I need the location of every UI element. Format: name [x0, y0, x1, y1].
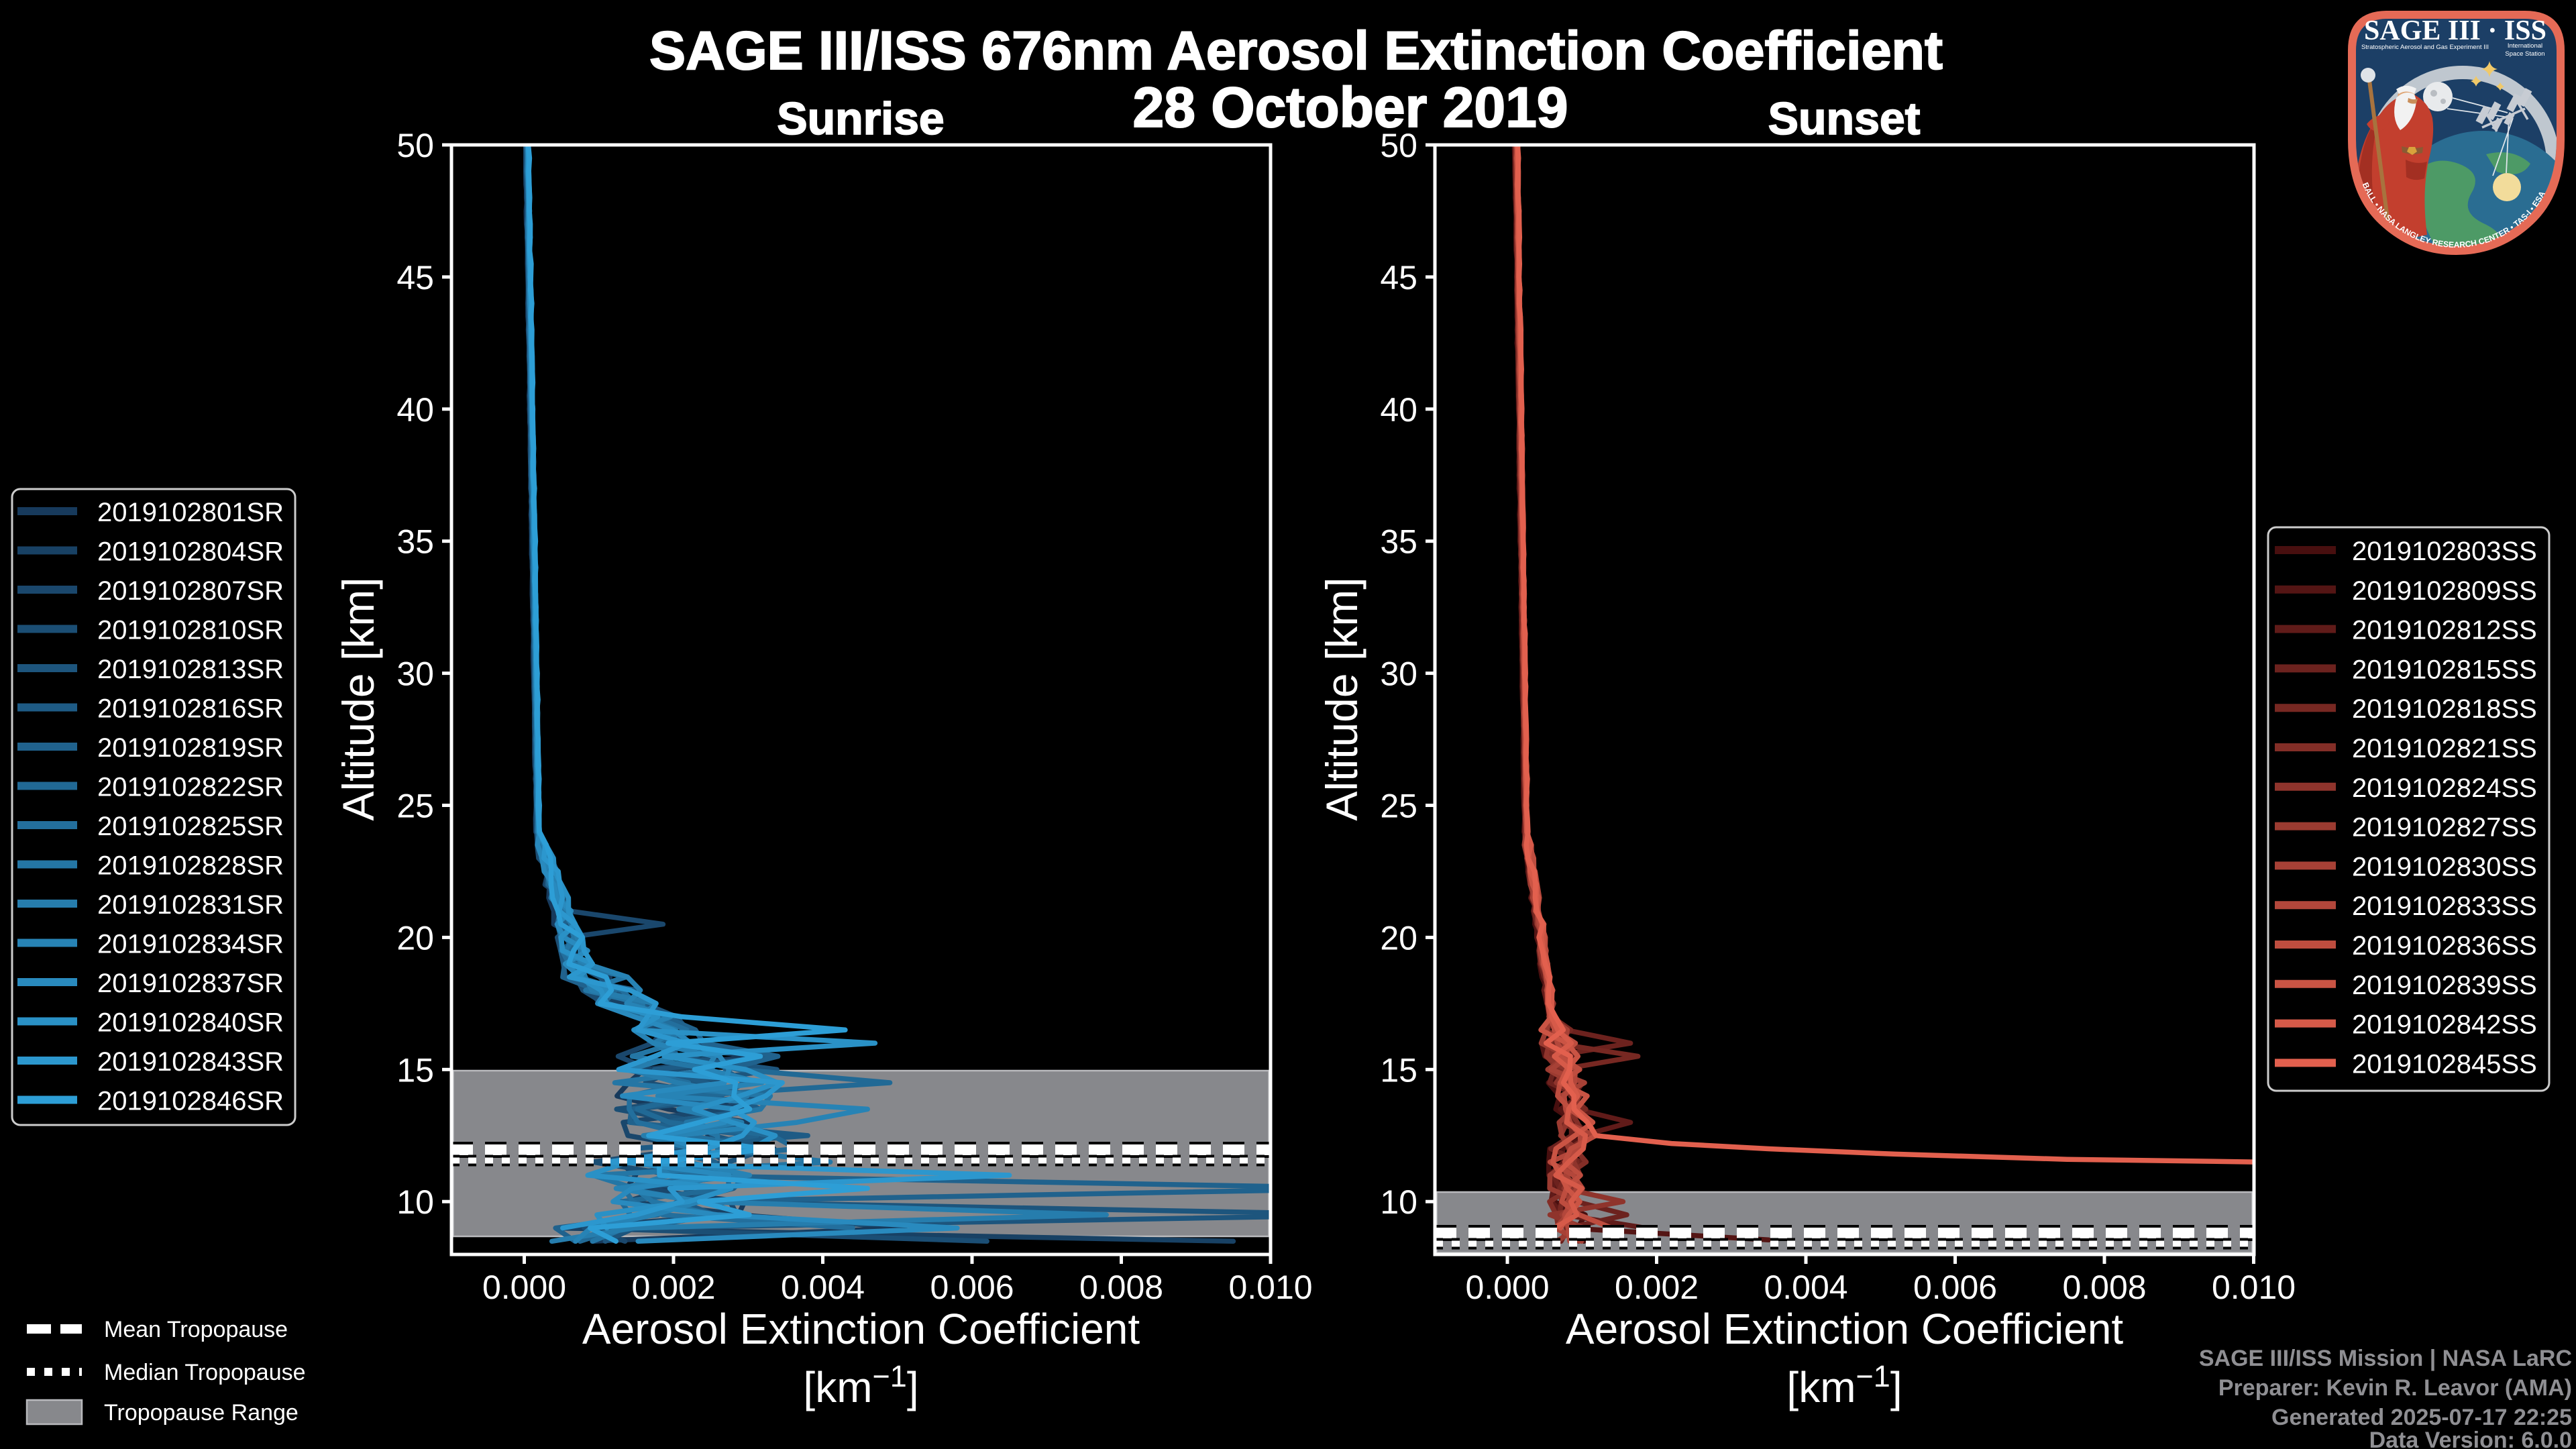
- svg-text:Space Station: Space Station: [2505, 50, 2544, 58]
- svg-text:2019102801SR: 2019102801SR: [97, 498, 284, 527]
- svg-text:2019102819SR: 2019102819SR: [97, 733, 284, 763]
- svg-text:Median Tropopause: Median Tropopause: [104, 1360, 306, 1385]
- svg-text:Sunset: Sunset: [1768, 93, 1921, 144]
- svg-text:Data Version: 6.0.0: Data Version: 6.0.0: [2369, 1428, 2572, 1449]
- svg-text:50: 50: [1380, 127, 1417, 164]
- svg-text:2019102836SS: 2019102836SS: [2352, 931, 2537, 961]
- svg-text:2019102842SS: 2019102842SS: [2352, 1010, 2537, 1040]
- svg-text:2019102827SS: 2019102827SS: [2352, 813, 2537, 843]
- svg-text:2019102840SR: 2019102840SR: [97, 1008, 284, 1038]
- svg-text:2019102822SR: 2019102822SR: [97, 773, 284, 802]
- svg-text:2019102839SS: 2019102839SS: [2352, 971, 2537, 1000]
- svg-text:2019102810SR: 2019102810SR: [97, 616, 284, 645]
- svg-text:Aerosol Extinction Coefficient: Aerosol Extinction Coefficient: [582, 1305, 1140, 1353]
- svg-text:10: 10: [1380, 1183, 1417, 1221]
- svg-text:2019102845SS: 2019102845SS: [2352, 1049, 2537, 1079]
- svg-text:Generated 2025-07-17 22:25: Generated 2025-07-17 22:25: [2271, 1405, 2572, 1430]
- svg-text:2019102807SR: 2019102807SR: [97, 576, 284, 606]
- svg-text:2019102818SS: 2019102818SS: [2352, 694, 2537, 724]
- svg-text:2019102837SR: 2019102837SR: [97, 969, 284, 998]
- svg-text:2019102834SR: 2019102834SR: [97, 930, 284, 959]
- svg-text:30: 30: [396, 655, 434, 693]
- svg-text:2019102803SS: 2019102803SS: [2352, 537, 2537, 566]
- svg-text:Stratospheric Aerosol and Gas: Stratospheric Aerosol and Gas Experiment…: [2361, 44, 2489, 51]
- svg-text:International: International: [2508, 42, 2542, 50]
- svg-text:35: 35: [1380, 523, 1417, 561]
- svg-text:25: 25: [396, 788, 434, 825]
- svg-text:0.010: 0.010: [2212, 1269, 2296, 1306]
- svg-text:0.002: 0.002: [1615, 1269, 1699, 1306]
- svg-text:SAGE III/ISS 676nm Aerosol Ext: SAGE III/ISS 676nm Aerosol Extinction Co…: [649, 21, 1943, 81]
- svg-text:35: 35: [396, 523, 434, 561]
- svg-text:Preparer: Kevin R. Leavor (AMA: Preparer: Kevin R. Leavor (AMA): [2218, 1375, 2572, 1401]
- svg-text:0.006: 0.006: [1913, 1269, 1997, 1306]
- svg-text:Altitude [km]: Altitude [km]: [1317, 577, 1366, 820]
- svg-text:0.004: 0.004: [781, 1269, 865, 1306]
- svg-text:2019102812SS: 2019102812SS: [2352, 616, 2537, 645]
- svg-text:40: 40: [1380, 391, 1417, 429]
- svg-text:0.000: 0.000: [1465, 1269, 1549, 1306]
- svg-text:Tropopause Range: Tropopause Range: [104, 1400, 299, 1426]
- svg-text:20: 20: [396, 919, 434, 957]
- svg-text:2019102809SS: 2019102809SS: [2352, 576, 2537, 606]
- svg-text:2019102824SS: 2019102824SS: [2352, 773, 2537, 803]
- svg-text:2019102816SR: 2019102816SR: [97, 694, 284, 724]
- svg-text:Mean Tropopause: Mean Tropopause: [104, 1317, 288, 1342]
- svg-text:2019102815SS: 2019102815SS: [2352, 655, 2537, 684]
- svg-text:45: 45: [396, 259, 434, 297]
- svg-text:2019102813SR: 2019102813SR: [97, 655, 284, 684]
- svg-text:25: 25: [1380, 788, 1417, 825]
- svg-text:30: 30: [1380, 655, 1417, 693]
- svg-text:2019102821SS: 2019102821SS: [2352, 734, 2537, 763]
- svg-text:Sunrise: Sunrise: [777, 93, 944, 144]
- svg-text:Altitude [km]: Altitude [km]: [333, 577, 383, 820]
- svg-text:Aerosol Extinction Coefficient: Aerosol Extinction Coefficient: [1566, 1305, 2123, 1353]
- svg-text:2019102825SR: 2019102825SR: [97, 812, 284, 841]
- svg-text:SAGE III/ISS Mission | NASA La: SAGE III/ISS Mission | NASA LaRC: [2199, 1346, 2572, 1371]
- svg-text:20: 20: [1380, 919, 1417, 957]
- svg-text:15: 15: [1380, 1051, 1417, 1089]
- svg-text:50: 50: [396, 127, 434, 164]
- svg-text:0.004: 0.004: [1764, 1269, 1847, 1306]
- svg-text:0.006: 0.006: [930, 1269, 1014, 1306]
- svg-text:40: 40: [396, 391, 434, 429]
- svg-text:0.008: 0.008: [1079, 1269, 1163, 1306]
- svg-text:0.000: 0.000: [482, 1269, 566, 1306]
- svg-text:2019102830SS: 2019102830SS: [2352, 852, 2537, 881]
- svg-text:0.010: 0.010: [1228, 1269, 1312, 1306]
- svg-text:0.002: 0.002: [631, 1269, 715, 1306]
- svg-text:2019102846SR: 2019102846SR: [97, 1087, 284, 1116]
- svg-text:28 October 2019: 28 October 2019: [1132, 76, 1568, 139]
- svg-text:45: 45: [1380, 259, 1417, 297]
- svg-text:0.008: 0.008: [2062, 1269, 2146, 1306]
- svg-text:2019102843SR: 2019102843SR: [97, 1047, 284, 1077]
- svg-text:15: 15: [396, 1051, 434, 1089]
- svg-text:SAGE III · ISS: SAGE III · ISS: [2364, 15, 2546, 46]
- svg-text:2019102833SS: 2019102833SS: [2352, 892, 2537, 921]
- svg-text:2019102804SR: 2019102804SR: [97, 537, 284, 567]
- svg-text:2019102828SR: 2019102828SR: [97, 851, 284, 881]
- svg-text:2019102831SR: 2019102831SR: [97, 890, 284, 920]
- svg-text:10: 10: [396, 1183, 434, 1221]
